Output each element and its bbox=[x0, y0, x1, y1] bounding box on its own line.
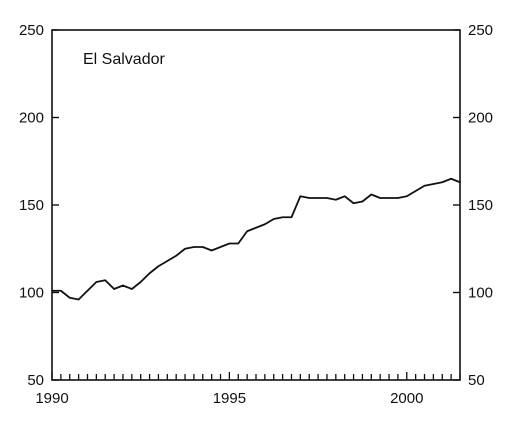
series-line-0 bbox=[51, 177, 461, 301]
data-point-19 bbox=[219, 246, 222, 248]
data-point-35 bbox=[361, 200, 364, 203]
data-point-25 bbox=[273, 218, 275, 220]
ticks-layer bbox=[51, 29, 461, 381]
x-tick-label-2000: 2000 bbox=[390, 390, 423, 407]
y-tick-label-right-150: 150 bbox=[468, 197, 493, 214]
data-point-23 bbox=[255, 227, 257, 229]
data-point-36 bbox=[370, 193, 372, 196]
data-point-3 bbox=[78, 298, 80, 301]
data-point-41 bbox=[415, 190, 417, 192]
data-point-7 bbox=[113, 288, 115, 290]
y-tick-label-left-250: 250 bbox=[19, 22, 44, 39]
data-point-14 bbox=[175, 255, 177, 257]
data-point-6 bbox=[104, 279, 106, 281]
y-tick-label-right-100: 100 bbox=[468, 285, 493, 302]
data-point-33 bbox=[344, 195, 346, 197]
y-tick-label-right-250: 250 bbox=[468, 22, 493, 39]
data-point-16 bbox=[193, 246, 195, 248]
y-tick-label-right-200: 200 bbox=[468, 110, 493, 127]
data-point-0 bbox=[51, 290, 53, 292]
data-point-26 bbox=[282, 216, 284, 218]
data-point-15 bbox=[184, 248, 186, 250]
y-tick-label-left-150: 150 bbox=[19, 197, 44, 214]
panel-label: El Salvador bbox=[83, 51, 165, 68]
data-point-40 bbox=[406, 195, 408, 197]
plot-frame bbox=[51, 29, 461, 381]
x-tick-label-1995: 1995 bbox=[213, 390, 246, 407]
data-point-1 bbox=[60, 290, 62, 292]
data-point-29 bbox=[308, 197, 310, 199]
labels-layer: 50 50 100 100 150 150 200 200 250 250 1990 1995 2000 bbox=[19, 22, 493, 407]
data-point-28 bbox=[299, 195, 301, 197]
data-point-44 bbox=[441, 181, 443, 183]
plot-frame-layer bbox=[51, 29, 461, 381]
data-point-39 bbox=[397, 197, 399, 199]
data-point-22 bbox=[246, 230, 248, 232]
data-point-37 bbox=[379, 197, 381, 199]
data-point-4 bbox=[86, 290, 89, 292]
data-point-5 bbox=[95, 281, 97, 283]
data-point-45 bbox=[450, 178, 452, 180]
y-tick-label-left-200: 200 bbox=[19, 110, 44, 127]
data-point-18 bbox=[211, 249, 213, 252]
data-point-9 bbox=[131, 288, 133, 290]
data-point-46 bbox=[459, 181, 461, 183]
data-point-24 bbox=[264, 223, 266, 225]
y-tick-label-left-100: 100 bbox=[19, 285, 44, 302]
data-point-12 bbox=[157, 265, 160, 267]
data-point-8 bbox=[122, 284, 124, 287]
data-point-31 bbox=[326, 197, 328, 199]
y-tick-label-right-50: 50 bbox=[468, 372, 485, 389]
x-tick-label-1990: 1990 bbox=[35, 390, 68, 407]
data-point-21 bbox=[237, 242, 239, 245]
data-point-2 bbox=[69, 297, 71, 299]
data-point-13 bbox=[166, 260, 168, 262]
data-point-27 bbox=[290, 216, 293, 218]
data-point-42 bbox=[423, 185, 426, 187]
data-point-17 bbox=[202, 246, 204, 248]
data-point-10 bbox=[140, 281, 142, 283]
data-point-38 bbox=[388, 197, 390, 199]
data-point-11 bbox=[148, 272, 151, 274]
data-point-30 bbox=[317, 197, 319, 199]
data-point-20 bbox=[228, 242, 230, 245]
y-tick-label-left-50: 50 bbox=[27, 372, 44, 389]
series-layer bbox=[51, 177, 461, 301]
data-point-34 bbox=[352, 202, 355, 204]
data-point-32 bbox=[335, 199, 337, 201]
data-point-43 bbox=[432, 183, 434, 185]
